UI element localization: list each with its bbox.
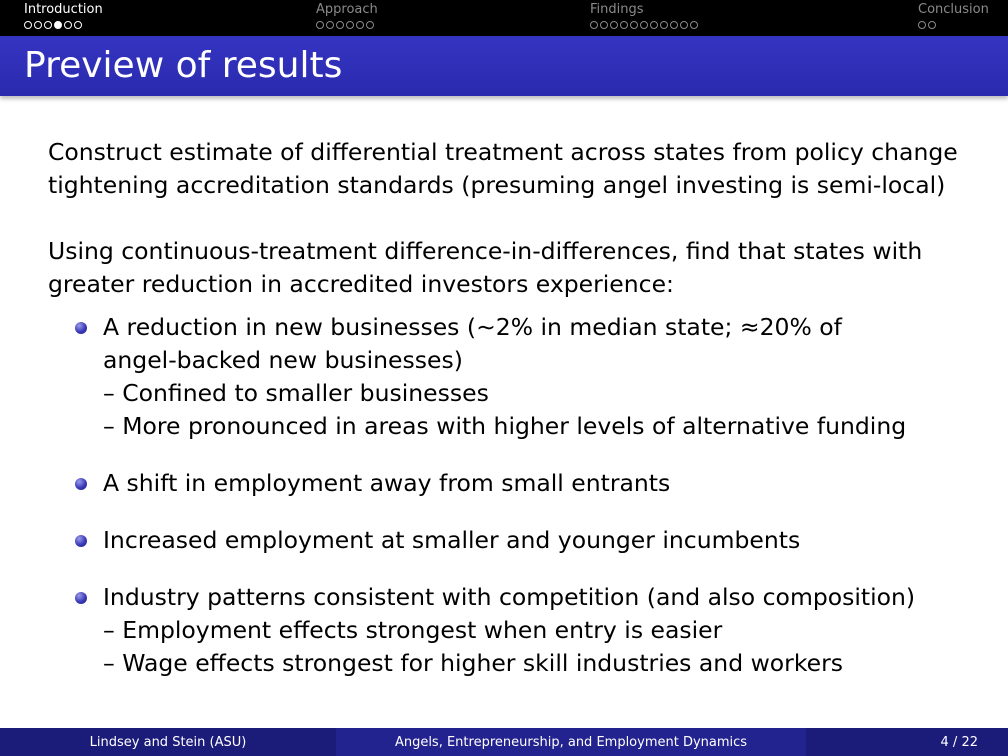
sub-item: – Confined to smaller businesses	[103, 379, 489, 407]
nav-slide-dot[interactable]	[918, 21, 926, 29]
paragraph-line: greater reduction in accredited investor…	[48, 270, 674, 298]
sub-item: – More pronounced in areas with higher l…	[103, 412, 907, 440]
nav-slide-dots	[316, 21, 378, 31]
nav-slide-dot[interactable]	[650, 21, 658, 29]
nav-slide-dot[interactable]	[74, 21, 82, 29]
nav-slide-dot[interactable]	[620, 21, 628, 29]
section-navbar: Introduction Approach Findings	[0, 0, 1008, 36]
nav-section-conclusion[interactable]: Conclusion	[918, 2, 989, 31]
nav-slide-dot[interactable]	[336, 21, 344, 29]
nav-section-title[interactable]: Conclusion	[918, 2, 989, 17]
nav-section-title[interactable]: Findings	[590, 2, 644, 17]
slide-body: Construct estimate of differential treat…	[48, 136, 968, 680]
nav-section-approach[interactable]: Approach	[316, 2, 378, 31]
nav-slide-dot[interactable]	[356, 21, 364, 29]
list-item-text: Industry patterns consistent with compet…	[103, 583, 916, 611]
nav-slide-dot[interactable]	[928, 21, 936, 29]
nav-slide-dot[interactable]	[660, 21, 668, 29]
nav-section-findings[interactable]: Findings	[590, 2, 698, 31]
intro-paragraph: Construct estimate of differential treat…	[48, 136, 968, 202]
frame-title: Preview of results	[24, 45, 343, 86]
nav-slide-dot[interactable]	[24, 21, 32, 29]
nav-slide-dot[interactable]	[630, 21, 638, 29]
nav-slide-dot[interactable]	[590, 21, 598, 29]
sub-item: – Employment effects strongest when entr…	[103, 616, 723, 644]
nav-slide-dot[interactable]	[64, 21, 72, 29]
method-paragraph: Using continuous-treatment difference-in…	[48, 235, 968, 301]
bullet-icon	[75, 322, 87, 334]
list-item: A reduction in new businesses (∼2% in me…	[48, 311, 968, 443]
list-item-text: angel-backed new businesses)	[103, 346, 463, 374]
nav-section-introduction[interactable]: Introduction	[24, 2, 103, 31]
nav-slide-dots	[24, 21, 103, 31]
paragraph-line: Construct estimate of differential treat…	[48, 138, 958, 166]
footer-talk-title: Angels, Entrepreneurship, and Employment…	[336, 728, 806, 756]
nav-slide-dot[interactable]	[346, 21, 354, 29]
nav-slide-dot[interactable]	[34, 21, 42, 29]
sub-item: – Wage effects strongest for higher skil…	[103, 649, 843, 677]
list-item: A shift in employment away from small en…	[48, 467, 968, 500]
nav-slide-dot[interactable]	[640, 21, 648, 29]
nav-slide-dot[interactable]	[316, 21, 324, 29]
nav-slide-dot[interactable]	[670, 21, 678, 29]
list-item: Industry patterns consistent with compet…	[48, 581, 968, 680]
nav-slide-dot[interactable]	[326, 21, 334, 29]
list-item-text: A shift in employment away from small en…	[103, 469, 671, 497]
nav-slide-dot[interactable]	[366, 21, 374, 29]
nav-section-title[interactable]: Introduction	[24, 2, 103, 17]
nav-slide-dots	[590, 21, 698, 31]
nav-slide-dot[interactable]	[600, 21, 608, 29]
nav-section-title[interactable]: Approach	[316, 2, 378, 17]
bullet-icon	[75, 592, 87, 604]
list-item-text: Increased employment at smaller and youn…	[103, 526, 801, 554]
nav-slide-dot[interactable]	[44, 21, 52, 29]
frame-title-bar: Preview of results	[0, 36, 1008, 96]
nav-slide-dot[interactable]	[610, 21, 618, 29]
list-item: Increased employment at smaller and youn…	[48, 524, 968, 557]
bullet-icon	[75, 535, 87, 547]
footer-authors: Lindsey and Stein (ASU)	[0, 728, 336, 756]
nav-slide-dot-current[interactable]	[54, 21, 62, 29]
nav-slide-dot[interactable]	[680, 21, 688, 29]
nav-slide-dot[interactable]	[690, 21, 698, 29]
nav-slide-dots	[918, 21, 989, 31]
list-item-text: A reduction in new businesses (∼2% in me…	[103, 313, 842, 341]
bullet-icon	[75, 478, 87, 490]
results-list: A reduction in new businesses (∼2% in me…	[48, 311, 968, 680]
footer-page-number: 4 / 22	[806, 728, 1008, 756]
paragraph-line: Using continuous-treatment difference-in…	[48, 237, 923, 265]
paragraph-line: tightening accreditation standards (pres…	[48, 171, 946, 199]
slide-footer: Lindsey and Stein (ASU) Angels, Entrepre…	[0, 728, 1008, 756]
